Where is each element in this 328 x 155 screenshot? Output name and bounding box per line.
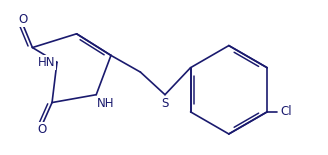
Text: NH: NH — [97, 97, 115, 110]
Text: O: O — [18, 13, 27, 26]
Text: Cl: Cl — [281, 105, 293, 118]
Text: S: S — [161, 97, 169, 110]
Text: HN: HN — [37, 56, 55, 69]
Text: O: O — [38, 123, 47, 136]
